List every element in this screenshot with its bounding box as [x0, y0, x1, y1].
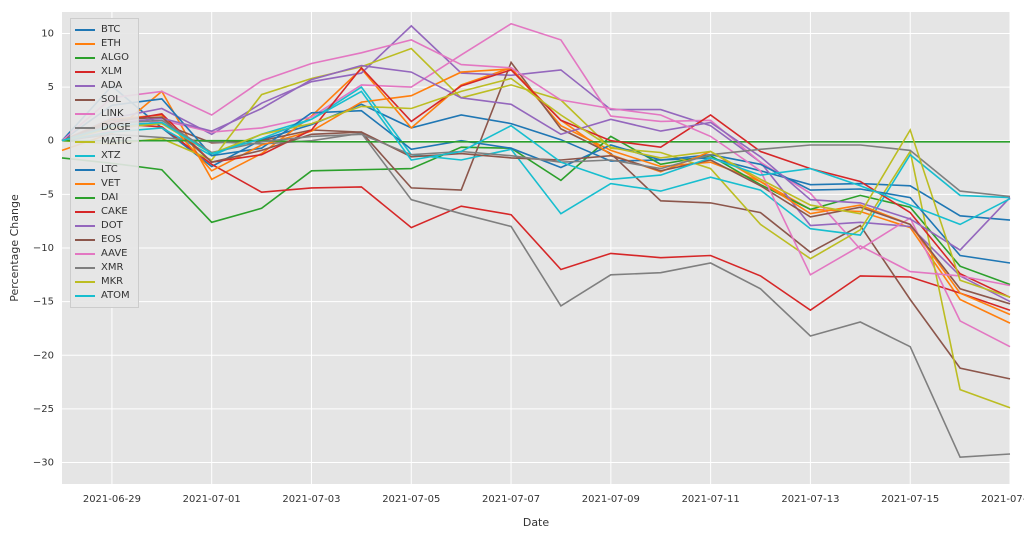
legend-label: BTC — [101, 23, 120, 37]
legend-swatch — [75, 197, 95, 199]
y-tick-label: 5 — [48, 82, 54, 93]
legend-item-eos: EOS — [75, 233, 132, 247]
legend-label: DOGE — [101, 121, 131, 135]
legend-item-dot: DOT — [75, 219, 132, 233]
x-tick-label: 2021-07-05 — [382, 494, 440, 505]
legend-item-doge: DOGE — [75, 121, 132, 135]
y-tick-label: −25 — [33, 404, 54, 415]
x-tick-label: 2021-07-17 — [981, 494, 1024, 505]
legend-item-algo: ALGO — [75, 51, 132, 65]
legend-swatch — [75, 169, 95, 171]
legend-label: LINK — [101, 107, 124, 121]
x-tick-label: 2021-07-07 — [482, 494, 540, 505]
legend-swatch — [75, 155, 95, 157]
legend-item-aave: AAVE — [75, 247, 132, 261]
legend-item-xlm: XLM — [75, 65, 132, 79]
legend-swatch — [75, 57, 95, 59]
legend-label: XTZ — [101, 149, 121, 163]
legend-label: CAKE — [101, 205, 128, 219]
x-tick-label: 2021-07-11 — [682, 494, 740, 505]
legend-swatch — [75, 267, 95, 269]
legend-label: XMR — [101, 261, 123, 275]
legend-label: AAVE — [101, 247, 127, 261]
legend-item-xmr: XMR — [75, 261, 132, 275]
legend-item-matic: MATIC — [75, 135, 132, 149]
legend: BTCETHALGOXLMADASOLLINKDOGEMATICXTZLTCVE… — [70, 18, 139, 308]
legend-label: ADA — [101, 79, 122, 93]
legend-item-vet: VET — [75, 177, 132, 191]
legend-swatch — [75, 281, 95, 283]
x-tick-label: 2021-06-29 — [83, 494, 141, 505]
x-tick-label: 2021-07-13 — [781, 494, 839, 505]
legend-swatch — [75, 141, 95, 143]
legend-label: ALGO — [101, 51, 129, 65]
y-tick-label: −15 — [33, 297, 54, 308]
legend-label: ETH — [101, 37, 121, 51]
legend-label: MATIC — [101, 135, 132, 149]
legend-swatch — [75, 71, 95, 73]
legend-swatch — [75, 253, 95, 255]
percentage-change-chart: −30 −25 −20 −15 −10 −5 0 5 10 2021-06-29 2021-07-0… — [0, 0, 1024, 530]
x-tick-label: 2021-07-09 — [582, 494, 640, 505]
legend-item-xtz: XTZ — [75, 149, 132, 163]
legend-label: ATOM — [101, 289, 130, 303]
legend-label: EOS — [101, 233, 122, 247]
legend-item-cake: CAKE — [75, 205, 132, 219]
legend-item-btc: BTC — [75, 23, 132, 37]
legend-item-eth: ETH — [75, 37, 132, 51]
x-tick-label: 2021-07-01 — [183, 494, 241, 505]
y-tick-label: 10 — [41, 28, 54, 39]
legend-swatch — [75, 225, 95, 227]
legend-swatch — [75, 211, 95, 213]
legend-swatch — [75, 29, 95, 31]
legend-label: XLM — [101, 65, 122, 79]
legend-item-link: LINK — [75, 107, 132, 121]
x-axis-label: Date — [523, 516, 550, 529]
legend-label: VET — [101, 177, 120, 191]
legend-item-ltc: LTC — [75, 163, 132, 177]
legend-item-sol: SOL — [75, 93, 132, 107]
legend-label: DOT — [101, 219, 123, 233]
y-tick-label: −30 — [33, 458, 54, 469]
legend-swatch — [75, 43, 95, 45]
legend-item-dai: DAI — [75, 191, 132, 205]
legend-swatch — [75, 127, 95, 129]
chart-svg: −30 −25 −20 −15 −10 −5 0 5 10 2021-06-29 2021-07-0… — [0, 0, 1024, 530]
legend-swatch — [75, 99, 95, 101]
y-tick-label: 0 — [48, 136, 54, 147]
legend-label: SOL — [101, 93, 121, 107]
legend-label: LTC — [101, 163, 118, 177]
legend-label: MKR — [101, 275, 123, 289]
legend-swatch — [75, 183, 95, 185]
legend-swatch — [75, 295, 95, 297]
legend-label: DAI — [101, 191, 118, 205]
legend-swatch — [75, 113, 95, 115]
y-tick-label: −5 — [39, 189, 54, 200]
x-tick-label: 2021-07-03 — [282, 494, 340, 505]
legend-item-ada: ADA — [75, 79, 132, 93]
y-axis-label: Percentage Change — [8, 194, 21, 302]
y-tick-label: −20 — [33, 350, 54, 361]
legend-item-atom: ATOM — [75, 289, 132, 303]
y-tick-label: −10 — [33, 243, 54, 254]
legend-item-mkr: MKR — [75, 275, 132, 289]
legend-swatch — [75, 85, 95, 87]
x-tick-label: 2021-07-15 — [881, 494, 939, 505]
legend-swatch — [75, 239, 95, 241]
